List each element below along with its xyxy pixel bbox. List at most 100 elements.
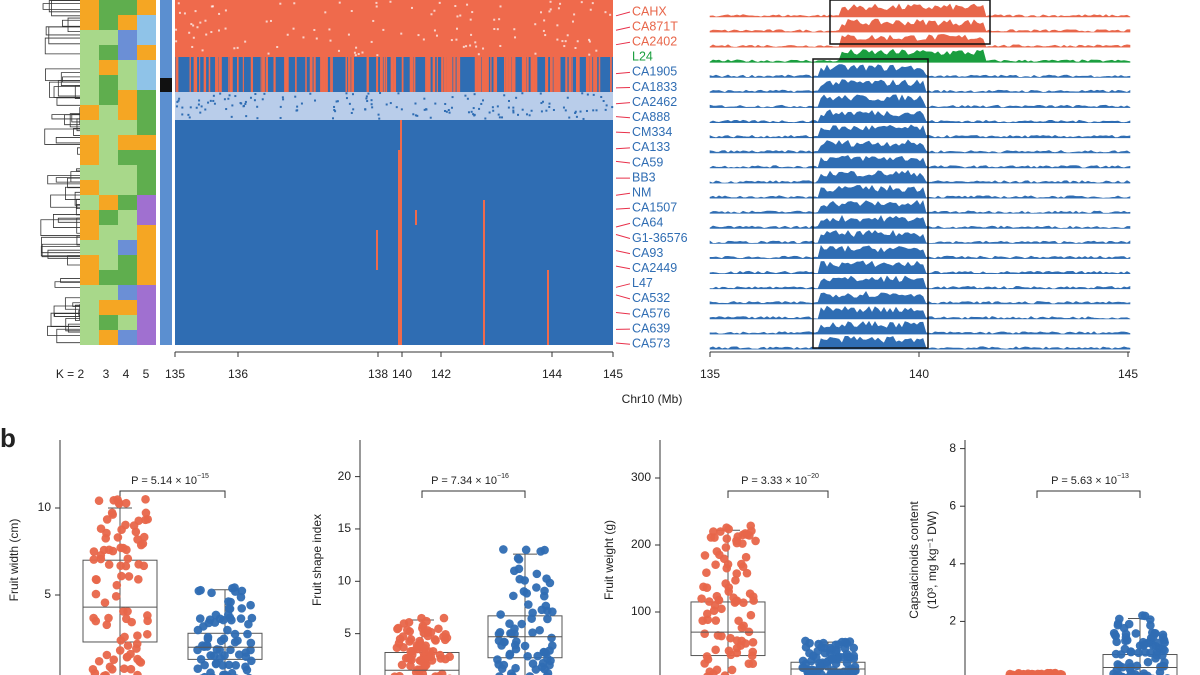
y-axis-label: Fruit width (cm)	[7, 519, 21, 602]
k-cell	[137, 135, 156, 150]
data-point	[102, 620, 112, 630]
bracket	[615, 250, 631, 255]
heat-line	[345, 57, 348, 92]
heat-dot	[586, 93, 589, 96]
heat-line	[490, 57, 492, 92]
heat-dot	[499, 5, 502, 8]
heat-line	[521, 57, 525, 92]
heat-dot	[350, 111, 353, 114]
k-cell	[99, 45, 118, 60]
bracket	[615, 11, 631, 17]
heat-dot	[244, 102, 247, 105]
k-cell	[137, 240, 156, 255]
data-point	[230, 587, 240, 596]
k-cell	[118, 225, 137, 240]
heat-dot	[576, 40, 579, 43]
k-cell	[80, 0, 99, 15]
heat-dot	[176, 100, 179, 103]
k-cell	[118, 315, 137, 330]
k-cell	[137, 60, 156, 75]
p-value-exp: −16	[497, 473, 509, 480]
data-point	[94, 496, 104, 506]
k-cell	[118, 105, 137, 120]
heat-line	[313, 57, 316, 92]
data-point	[115, 646, 125, 655]
k-cell	[99, 75, 118, 90]
heat-dot	[512, 106, 515, 109]
k-cell	[80, 225, 99, 240]
accession-label: CA1833	[632, 80, 677, 94]
data-point	[1124, 619, 1134, 629]
p-value: P = 5.14 × 10−15	[131, 473, 209, 487]
heat-line	[486, 57, 489, 92]
data-point	[237, 604, 247, 613]
bracket	[615, 71, 631, 75]
track	[709, 320, 1131, 335]
heat-dot	[204, 19, 207, 22]
heat-dot	[534, 23, 537, 26]
heat-dot	[313, 28, 316, 31]
heat-line	[305, 57, 307, 92]
heat-dot	[556, 38, 559, 41]
heat-line	[532, 57, 535, 92]
heat-dot	[433, 29, 436, 32]
data-point	[207, 588, 216, 598]
heat-dot	[361, 51, 364, 54]
k-cell	[80, 15, 99, 30]
data-point	[431, 636, 440, 645]
heat-line	[330, 57, 332, 92]
heat-dot	[517, 113, 520, 116]
dendrogram-branch	[74, 191, 80, 206]
data-point	[136, 540, 146, 550]
data-point	[514, 564, 524, 574]
data-point	[246, 600, 255, 610]
heat-dot	[443, 109, 446, 112]
heat-dot	[225, 108, 228, 111]
heat-line	[284, 57, 287, 92]
data-point	[1139, 671, 1149, 675]
heat-dot	[376, 54, 379, 57]
data-point	[733, 532, 743, 541]
heat-dot	[365, 97, 368, 100]
data-point	[231, 661, 241, 670]
heat-dot	[456, 15, 459, 18]
bracket	[615, 311, 631, 315]
heat-line	[295, 57, 297, 92]
heat-dot	[382, 28, 385, 31]
data-point	[139, 532, 149, 542]
heat-dot	[242, 104, 245, 107]
heat-line	[379, 57, 383, 92]
dendrogram-branch	[67, 255, 80, 266]
data-point	[139, 561, 149, 571]
accession-label: CA573	[632, 336, 670, 350]
heat-dot	[265, 20, 268, 23]
data-point	[849, 651, 859, 661]
data-point	[92, 575, 101, 585]
data-point	[116, 543, 125, 553]
data-point	[133, 670, 142, 675]
heat-line	[512, 57, 516, 92]
data-point	[236, 614, 246, 623]
k-cell	[118, 195, 137, 210]
data-point	[525, 672, 534, 675]
k-cell	[99, 0, 118, 15]
data-point	[732, 596, 742, 605]
k-cell	[118, 210, 137, 225]
heat-line	[483, 200, 485, 345]
data-point	[124, 572, 134, 581]
heat-line	[199, 57, 201, 92]
k-cell	[137, 285, 156, 300]
heat-line	[250, 57, 253, 92]
bracket	[615, 283, 631, 288]
heat-line	[453, 57, 456, 92]
heat-line	[534, 57, 537, 92]
heat-dot	[498, 116, 501, 119]
heat-line	[175, 57, 179, 92]
heat-dot	[496, 105, 499, 108]
track	[709, 291, 1131, 305]
heat-dot	[580, 1, 583, 4]
data-point	[441, 654, 450, 664]
heat-dot	[256, 105, 259, 108]
heat-line	[483, 57, 486, 92]
heat-dot	[548, 105, 551, 108]
